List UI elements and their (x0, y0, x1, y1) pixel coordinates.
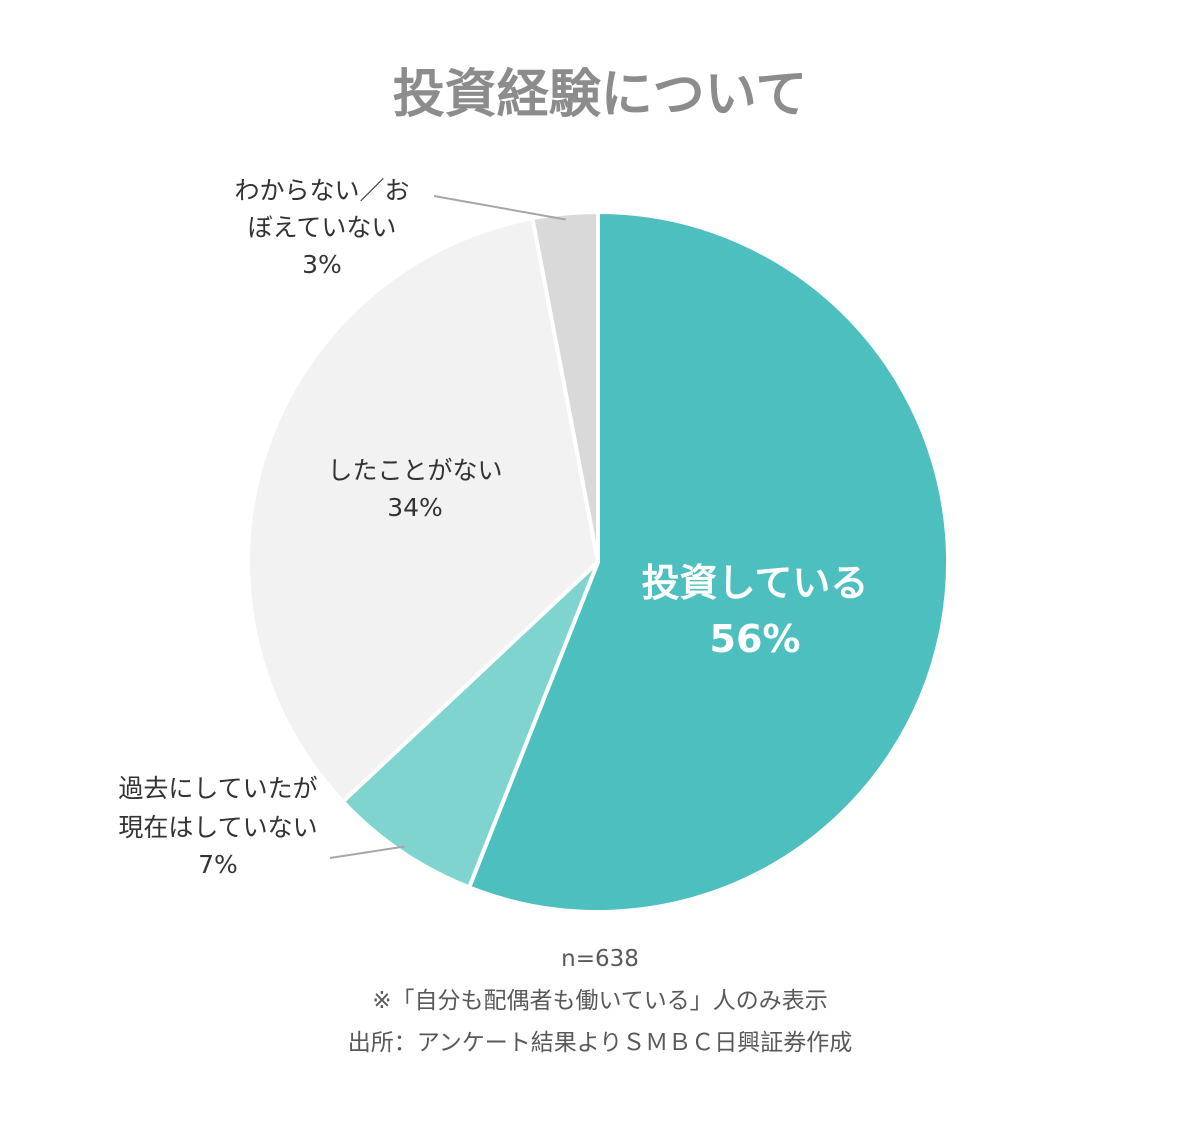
slice-value-unknown: 3% (302, 250, 342, 279)
pie-slices (246, 210, 950, 914)
leader-line-unknown (433, 195, 566, 221)
slice-value-past: 7% (198, 850, 238, 879)
slice-label-invest: 投資している (642, 561, 869, 605)
slice-label-past-line1: 過去にしていたが (118, 774, 317, 803)
slice-invest (467, 210, 950, 914)
slice-label-never: したことがない (327, 456, 502, 485)
footnote-source: 出所：アンケート結果よりＳＭＢＣ日興証券作成 (348, 1030, 853, 1056)
leader-line-past (329, 845, 405, 859)
slice-label-unknown-line2: ぼえていない (248, 213, 397, 242)
footnote-sample-size: n=638 (561, 946, 639, 972)
slice-value-invest: 56% (710, 617, 801, 661)
leader-lines (329, 195, 566, 859)
chart-title: 投資経験について (393, 65, 807, 125)
slice-unknown (530, 210, 600, 564)
slice-label-past-line2: 現在はしていない (118, 813, 317, 842)
footnote-scope: ※「自分も配偶者も働いている」人のみ表示 (372, 988, 828, 1014)
slice-past (340, 560, 600, 890)
slice-never (246, 216, 600, 804)
slice-value-never: 34% (387, 493, 443, 522)
slice-label-unknown-line1: わからない／お (234, 176, 409, 205)
